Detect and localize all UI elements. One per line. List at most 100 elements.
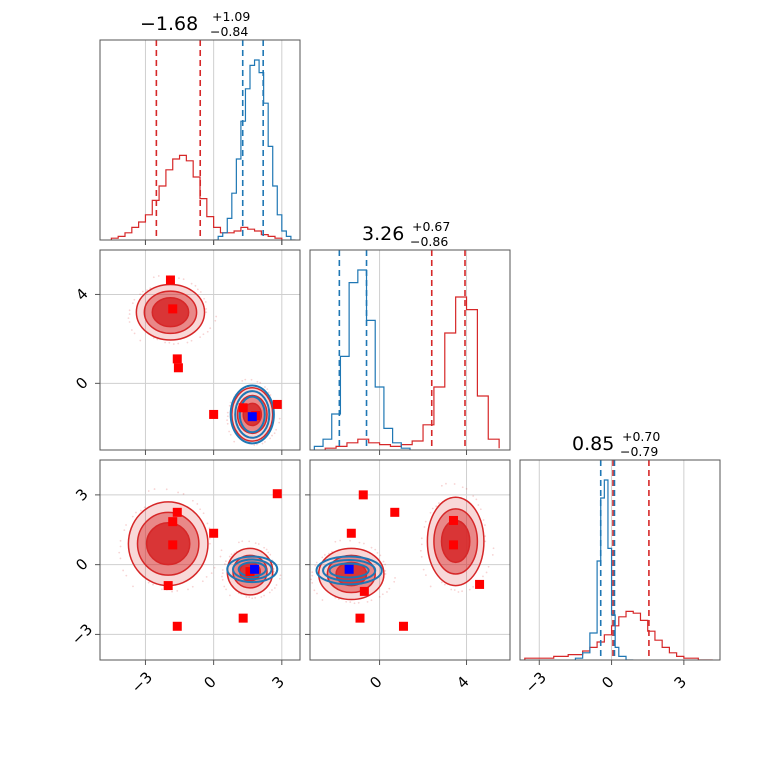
sample-point-red xyxy=(196,288,199,291)
title-param2-minus: −0.79 xyxy=(620,444,658,459)
marker-red-square xyxy=(448,540,458,550)
sample-point-red xyxy=(264,440,266,443)
sample-point-red xyxy=(182,493,185,495)
sample-point-red xyxy=(278,577,281,580)
sample-point-red xyxy=(273,587,276,589)
sample-point-red xyxy=(118,551,121,554)
marker-red-square xyxy=(390,507,400,517)
sample-point-red xyxy=(248,596,251,599)
axes-frame xyxy=(99,39,301,241)
sample-point-red xyxy=(311,571,314,574)
sample-point-red xyxy=(450,588,453,591)
sample-point-red xyxy=(119,557,122,560)
title-param1-median: 3.26 xyxy=(362,223,404,245)
sample-point-red xyxy=(440,484,443,487)
sample-point-red xyxy=(429,511,432,514)
sample-point-red xyxy=(384,563,386,566)
title-param1-plus: +0.67 xyxy=(412,219,450,234)
marker-blue-square xyxy=(344,564,354,574)
sample-point-red xyxy=(261,442,264,445)
sample-point-red xyxy=(147,581,150,584)
title-param0-minus: −0.84 xyxy=(210,24,248,39)
sample-point-red xyxy=(263,594,265,597)
sample-point-red xyxy=(382,560,385,563)
sample-point-red xyxy=(334,540,337,543)
sample-point-red xyxy=(187,588,189,591)
sample-point-red xyxy=(328,552,330,555)
sample-point-red xyxy=(133,298,136,301)
sample-point-red xyxy=(220,549,223,552)
sample-point-red xyxy=(266,388,269,391)
sample-point-red xyxy=(215,315,218,318)
sample-point-red xyxy=(199,336,202,339)
sample-point-red xyxy=(269,553,272,556)
axes-frame xyxy=(309,249,511,451)
marker-red-square xyxy=(172,507,182,517)
panel-param1-vs-param0: 04 xyxy=(72,249,301,455)
histogram-step-blue xyxy=(574,479,634,660)
x-tick-label: 4 xyxy=(453,673,472,692)
sample-point-red xyxy=(133,332,136,335)
sample-point-red xyxy=(487,565,490,568)
histogram-step-red xyxy=(324,296,500,450)
sample-point-red xyxy=(279,574,282,577)
sample-point-red xyxy=(128,309,131,312)
sample-point-red xyxy=(393,580,396,583)
sample-point-red xyxy=(186,341,189,344)
sample-point-red xyxy=(419,549,422,552)
y-tick-label: 0 xyxy=(72,555,91,574)
sample-point-red xyxy=(378,595,381,598)
title-param0-plus: +1.09 xyxy=(212,9,250,24)
sample-point-red xyxy=(321,556,324,559)
title-param2-median: 0.85 xyxy=(572,433,614,455)
sample-point-red xyxy=(130,329,133,331)
sample-point-red xyxy=(190,339,193,342)
axes-frame xyxy=(309,459,511,661)
sample-point-red xyxy=(131,302,134,305)
sample-point-red xyxy=(420,537,423,540)
sample-point-red xyxy=(152,583,154,586)
sample-point-red xyxy=(210,572,213,575)
sample-point-red xyxy=(472,585,475,588)
sample-point-red xyxy=(251,597,254,600)
sample-point-red xyxy=(384,573,387,575)
sample-point-red xyxy=(267,391,270,394)
sample-point-red xyxy=(264,386,266,388)
sample-point-red xyxy=(139,339,142,342)
sample-point-red xyxy=(241,379,244,382)
sample-point-red xyxy=(223,585,226,588)
sample-point-red xyxy=(384,570,387,572)
x-tick-label: 0 xyxy=(200,673,219,692)
sample-point-red xyxy=(358,541,361,544)
marker-red-square xyxy=(173,363,183,373)
sample-point-red xyxy=(323,554,326,556)
sample-point-red xyxy=(205,311,208,314)
sample-point-red xyxy=(310,578,313,581)
marker-red-square xyxy=(359,586,369,596)
contour-blue xyxy=(234,390,271,439)
sample-point-red xyxy=(394,577,396,579)
sample-point-red xyxy=(253,444,256,446)
sample-point-red xyxy=(374,548,377,551)
sample-point-red xyxy=(422,568,425,571)
histogram-step-blue xyxy=(313,269,411,450)
sample-point-red xyxy=(221,572,224,575)
sample-point-red xyxy=(122,569,125,572)
marker-red-square xyxy=(238,403,248,413)
sample-point-red xyxy=(177,342,180,345)
sample-point-red xyxy=(229,433,232,436)
sample-point-red xyxy=(314,564,317,567)
contour-blue xyxy=(231,558,273,581)
sample-point-red xyxy=(152,337,155,339)
sample-point-red xyxy=(219,555,222,558)
sample-point-red xyxy=(168,341,171,344)
sample-point-red xyxy=(386,591,388,593)
histogram-step-blue xyxy=(213,59,296,240)
y-tick-label: −3 xyxy=(68,620,96,648)
sample-point-red xyxy=(241,540,244,543)
sample-point-red xyxy=(420,556,423,558)
sample-point-red xyxy=(445,482,447,485)
sample-point-red xyxy=(484,524,486,526)
sample-point-red xyxy=(226,422,229,425)
